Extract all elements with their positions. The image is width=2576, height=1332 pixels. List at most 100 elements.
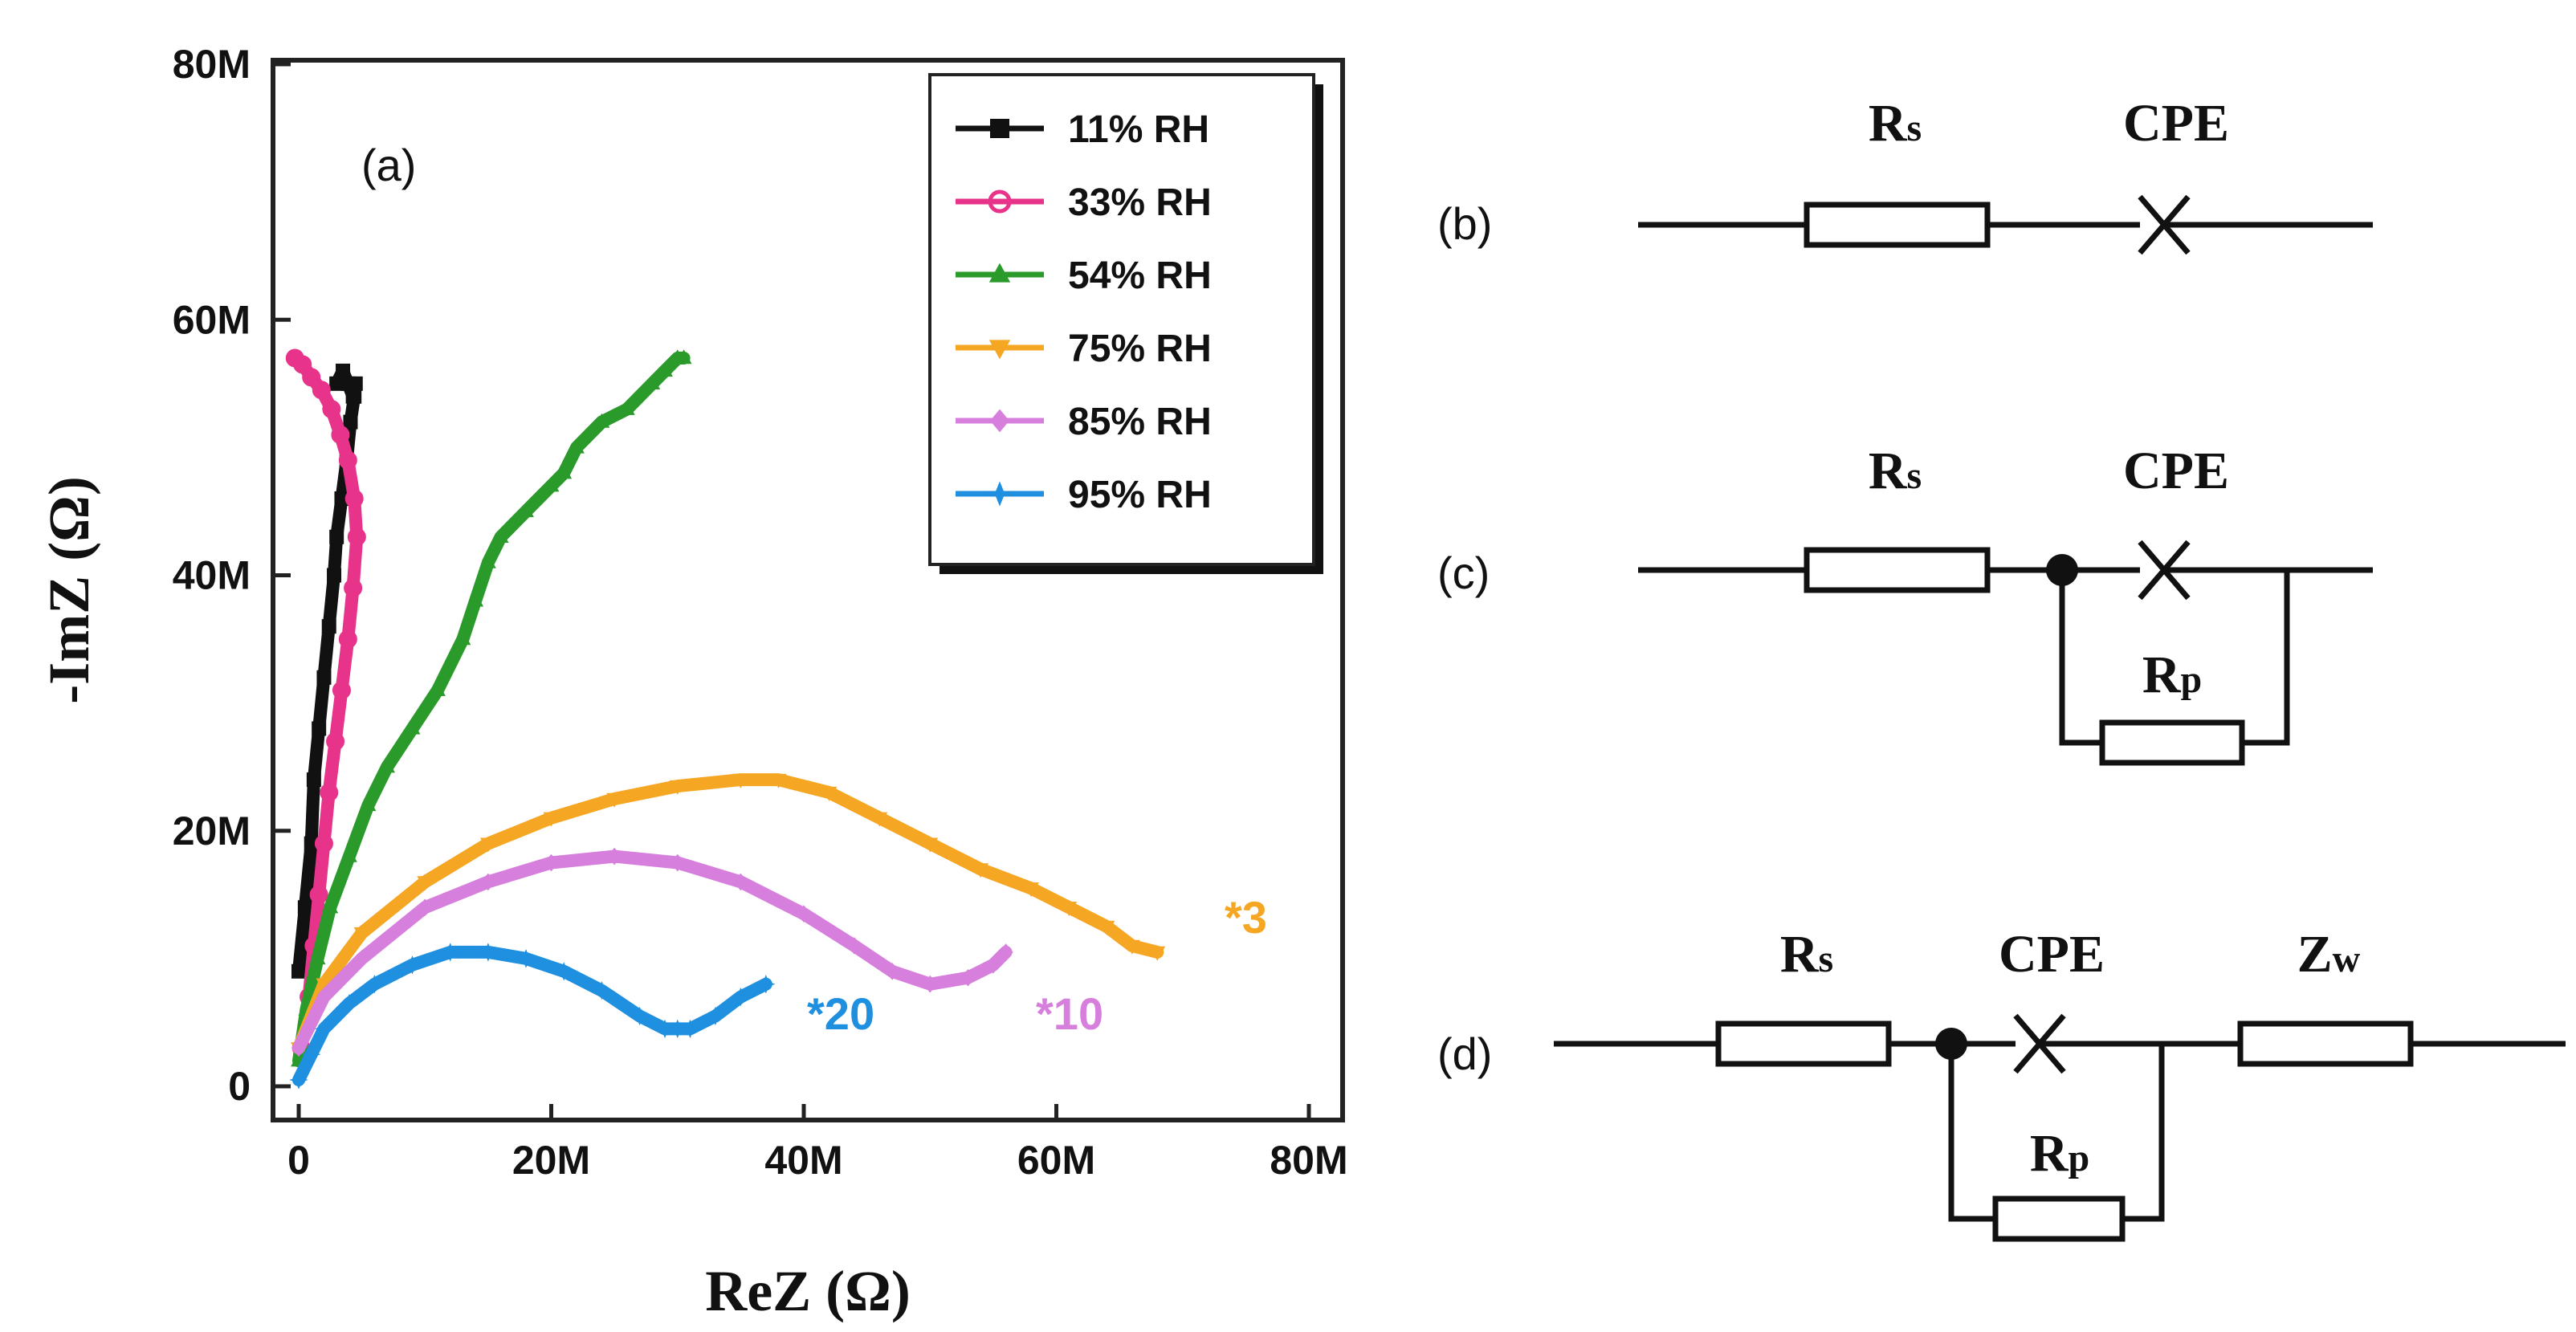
data-point-75pct-rh (479, 837, 496, 853)
data-point-11pct-rh (297, 900, 312, 915)
data-point-75pct-rh (1149, 946, 1166, 961)
data-point-95pct-rh (554, 962, 573, 981)
series-54pct-rh (291, 349, 692, 1068)
circuit-b: (b) Rs CPE (1437, 94, 2373, 255)
data-point-95pct-rh (756, 975, 776, 994)
data-point-95pct-rh (592, 980, 612, 1000)
circuit-b-cpe-label: CPE (2123, 94, 2229, 153)
data-point-75pct-rh (543, 812, 560, 827)
data-point-95pct-rh (668, 1019, 687, 1039)
panel-label-d: (d) (1437, 1029, 1492, 1079)
data-point-85pct-rh (544, 853, 559, 872)
data-point-75pct-rh (353, 927, 370, 942)
data-point-75pct-rh (1061, 902, 1078, 917)
data-point-75pct-rh (732, 773, 749, 788)
data-point-54pct-rh (322, 898, 339, 914)
data-point-85pct-rh (885, 962, 900, 980)
panel-label-c: (c) (1437, 548, 1490, 598)
data-point-11pct-rh (321, 619, 336, 634)
data-point-11pct-rh (291, 963, 306, 979)
x-tick-label: 80M (1270, 1138, 1347, 1183)
circuit-c-cpe-label: CPE (2123, 442, 2229, 500)
y-tick-label: 20M (173, 809, 251, 853)
plot-frame (271, 58, 1345, 1122)
data-point-95pct-rh (302, 1045, 321, 1064)
data-point-33pct-rh (314, 834, 333, 853)
legend-marker (990, 409, 1009, 433)
data-point-75pct-rh (669, 780, 686, 795)
circuit-d-zw-element (2237, 1020, 2414, 1067)
data-point-85pct-rh (354, 950, 369, 967)
data-point-33pct-rh (312, 381, 331, 400)
annotation-x3: *3 (1225, 892, 1267, 943)
data-point-75pct-rh (1023, 882, 1039, 898)
data-point-54pct-rh (430, 681, 446, 696)
data-point-95pct-rh (340, 993, 359, 1013)
y-axis-label: -ImZ (Ω) (37, 476, 101, 704)
series-line-95pct-rh (292, 945, 772, 1086)
x-tick-label: 60M (1017, 1138, 1095, 1183)
annotation-x10: *10 (1036, 988, 1103, 1039)
x-tick-label: 40M (764, 1138, 842, 1183)
circuit-d-rp-label: Rp (2030, 1124, 2089, 1183)
data-point-95pct-rh (630, 1006, 650, 1026)
data-point-54pct-rh (543, 477, 560, 492)
legend-box (928, 73, 1315, 566)
data-point-54pct-rh (644, 375, 661, 390)
data-point-54pct-rh (492, 528, 509, 543)
circuit-c-rs-label: Rs (1869, 442, 1922, 500)
circuit-b-rs-resistor (1804, 202, 1991, 248)
data-point-95pct-rh (655, 1019, 675, 1039)
legend-label: 75% RH (1068, 328, 1212, 370)
circuit-d-zw-label: Zw (2297, 925, 2361, 984)
data-point-54pct-rh (657, 362, 673, 377)
data-point-54pct-rh (556, 464, 573, 479)
data-point-11pct-rh (306, 772, 321, 788)
legend-marker (990, 119, 1009, 138)
data-point-85pct-rh (291, 1039, 306, 1057)
data-point-75pct-rh (821, 786, 838, 801)
data-point-75pct-rh (871, 812, 888, 827)
data-point-33pct-rh (338, 450, 357, 470)
data-point-95pct-rh (706, 1006, 725, 1026)
data-point-11pct-rh (327, 568, 342, 583)
data-point-85pct-rh (418, 898, 433, 917)
y-tick-label: 80M (173, 42, 251, 87)
data-point-11pct-rh (312, 721, 327, 736)
data-point-11pct-rh (316, 670, 332, 685)
data-point-85pct-rh (998, 943, 1013, 961)
data-point-85pct-rh (316, 988, 332, 1006)
data-point-11pct-rh (329, 376, 344, 391)
circuit-c-parallel-branch (2059, 570, 2290, 746)
data-point-85pct-rh (960, 968, 976, 987)
panel-label-b: (b) (1437, 198, 1492, 249)
data-point-95pct-rh (402, 955, 422, 975)
circuit-c: (c) Rs CPE Rp (1437, 442, 2373, 766)
x-tick-label: 20M (512, 1138, 590, 1183)
legend-label: 54% RH (1068, 255, 1212, 297)
data-point-33pct-rh (302, 368, 321, 387)
axis-ticks: 0 20M 40M 60M 80M 0 20M 40M 60M 80M (173, 42, 1348, 1183)
data-point-54pct-rh (593, 413, 610, 428)
data-point-11pct-rh (336, 363, 351, 378)
data-point-54pct-rh (360, 796, 377, 812)
data-point-75pct-rh (316, 978, 332, 993)
circuit-d-cpe-label: CPE (1999, 925, 2105, 984)
series-85pct-rh (291, 847, 1013, 1057)
series-layer (285, 348, 1166, 1090)
circuit-b-rs-label: Rs (1869, 94, 1922, 153)
data-point-54pct-rh (454, 630, 471, 646)
data-point-85pct-rh (985, 956, 1001, 974)
data-point-54pct-rh (569, 438, 585, 454)
data-point-95pct-rh (289, 1070, 308, 1090)
data-point-85pct-rh (480, 873, 495, 891)
data-point-33pct-rh (338, 629, 357, 649)
circuit-d-rp-resistor (1992, 1196, 2126, 1242)
legend-label: 33% RH (1068, 181, 1212, 224)
data-point-75pct-rh (972, 863, 989, 878)
data-point-54pct-rh (518, 503, 534, 518)
data-point-54pct-rh (467, 592, 484, 607)
circuit-d-rs-resistor (1715, 1020, 1892, 1067)
data-point-54pct-rh (379, 758, 395, 773)
